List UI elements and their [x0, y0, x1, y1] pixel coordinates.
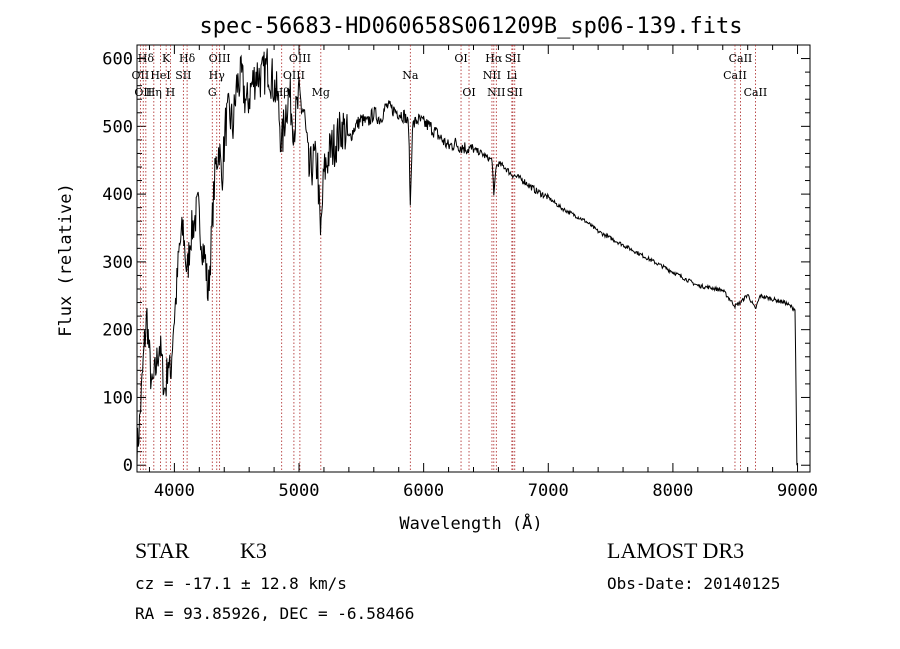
x-tick-label: 9000 [777, 481, 818, 501]
survey-label: LAMOST DR3 [607, 538, 745, 563]
x-axis-label: Wavelength (Å) [399, 512, 542, 534]
plot-area: 4000 5000 6000 7000 8000 9000 0 100 200 300 400 500… [102, 44, 818, 501]
spectral-line-label: SII [175, 69, 191, 82]
spectral-line-label: SII [507, 86, 523, 99]
spectral-line-label: CaII [744, 86, 768, 99]
spectral-line-label: OI [462, 86, 475, 99]
spectral-line-label: OIII [289, 52, 311, 65]
coordinates-readout: RA = 93.85926, DEC = -6.58466 [135, 604, 415, 623]
spectral-line-label: OI [454, 52, 467, 65]
x-tick-label: 4000 [154, 481, 195, 501]
spectral-line-label: NII [483, 69, 501, 82]
y-tick-label: 600 [102, 50, 133, 70]
x-tick-label: 7000 [528, 481, 569, 501]
y-tick-label: 300 [102, 253, 133, 273]
spectral-line-label: CaII [723, 69, 747, 82]
x-tick-label: 5000 [279, 481, 320, 501]
plot-frame [136, 44, 811, 473]
spectral-line-label: G [208, 86, 217, 99]
spectral-line-label: Mg [312, 86, 330, 99]
spectrum-line [136, 48, 798, 466]
x-tick-label: 6000 [403, 481, 444, 501]
chart-title: spec-56683-HD060658S061209B_sp06-139.fit… [199, 14, 742, 39]
spectral-line-label: Na [402, 69, 419, 82]
spectral-line-label: K [162, 52, 171, 65]
obs-date-readout: Obs-Date: 20140125 [607, 574, 781, 593]
y-axis-label: Flux (relative) [56, 183, 76, 337]
x-tick-label: 8000 [652, 481, 693, 501]
spectral-line-label: Hγ [209, 69, 226, 82]
spectral-line-label: OII [132, 69, 150, 82]
spectral-line-label: CaII [729, 52, 753, 65]
redshift-readout: cz = -17.1 ± 12.8 km/s [135, 574, 347, 593]
spectral-line-label: OII [134, 86, 152, 99]
spectral-line-label: H [166, 86, 176, 99]
spectral-line-label: OIII [209, 52, 231, 65]
spectral-line-label: Li [506, 69, 517, 82]
spectral-line-label: SII [505, 52, 521, 65]
spectral-line-label: NII [487, 86, 505, 99]
y-tick-label: 500 [102, 117, 133, 137]
spectral-line-label: Hδ [138, 52, 155, 65]
spectral-line-label: Hη [146, 86, 162, 99]
y-tick-label: 200 [102, 321, 133, 341]
spectral-line-label: Hα [485, 52, 503, 65]
spectral-line-label: HeI [150, 69, 170, 82]
y-tick-label: 0 [123, 456, 133, 476]
spectral-line-label: OIII [283, 69, 305, 82]
object-class-label: STAR [135, 538, 190, 563]
subclass-label: K3 [240, 538, 267, 563]
y-tick-label: 100 [102, 388, 133, 408]
y-tick-label: 400 [102, 185, 133, 205]
spectral-line-label: Hδ [179, 52, 196, 65]
